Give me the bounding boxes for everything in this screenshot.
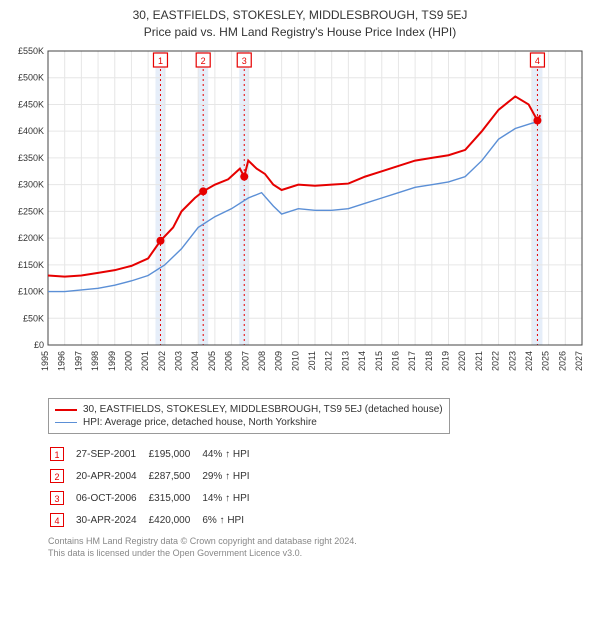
x-tick-label: 2017 xyxy=(407,351,417,371)
sale-row-delta: 6% ↑ HPI xyxy=(202,510,259,530)
sale-row-delta: 44% ↑ HPI xyxy=(202,444,259,464)
y-tick-label: £500K xyxy=(18,73,44,83)
legend: 30, EASTFIELDS, STOKESLEY, MIDDLESBROUGH… xyxy=(48,398,450,434)
x-tick-label: 1995 xyxy=(40,351,50,371)
sale-marker-number: 4 xyxy=(535,56,540,66)
x-tick-label: 2007 xyxy=(240,351,250,371)
y-tick-label: £450K xyxy=(18,99,44,109)
chart-title-subtitle: Price paid vs. HM Land Registry's House … xyxy=(8,25,592,39)
y-tick-label: £350K xyxy=(18,153,44,163)
sale-row-price: £420,000 xyxy=(149,510,201,530)
sale-row-marker-cell: 2 xyxy=(50,466,74,486)
x-tick-label: 2021 xyxy=(474,351,484,371)
x-tick-label: 2002 xyxy=(157,351,167,371)
sale-row-price: £315,000 xyxy=(149,488,201,508)
x-tick-label: 2020 xyxy=(457,351,467,371)
sale-row-marker-cell: 1 xyxy=(50,444,74,464)
x-tick-label: 2022 xyxy=(491,351,501,371)
legend-item: 30, EASTFIELDS, STOKESLEY, MIDDLESBROUGH… xyxy=(55,403,443,416)
y-tick-label: £100K xyxy=(18,287,44,297)
sale-row-price: £195,000 xyxy=(149,444,201,464)
table-row: 2 20-APR-2004£287,50029% ↑ HPI xyxy=(50,466,260,486)
chart-plot: £0 £50K £100K £150K £200K £250K £300K £350K £400… xyxy=(8,45,592,390)
line-chart-svg: £0 £50K £100K £150K £200K £250K £300K £350K £400… xyxy=(8,45,592,385)
y-tick-label: £550K xyxy=(18,46,44,56)
sale-row-date: 27-SEP-2001 xyxy=(76,444,147,464)
x-tick-label: 2008 xyxy=(257,351,267,371)
sale-row-marker: 2 xyxy=(50,469,64,483)
legend-label: 30, EASTFIELDS, STOKESLEY, MIDDLESBROUGH… xyxy=(83,404,443,415)
x-tick-label: 2000 xyxy=(123,351,133,371)
footer-line1: Contains HM Land Registry data © Crown c… xyxy=(48,536,592,548)
legend-item: HPI: Average price, detached house, Nort… xyxy=(55,416,443,429)
y-tick-label: £400K xyxy=(18,126,44,136)
x-tick-label: 2024 xyxy=(524,351,534,371)
x-tick-label: 2027 xyxy=(574,351,584,371)
x-tick-label: 1999 xyxy=(107,351,117,371)
table-row: 4 30-APR-2024£420,0006% ↑ HPI xyxy=(50,510,260,530)
legend-swatch xyxy=(55,422,77,423)
legend-swatch xyxy=(55,409,77,411)
sale-row-date: 06-OCT-2006 xyxy=(76,488,147,508)
x-tick-label: 2026 xyxy=(557,351,567,371)
footer-line2: This data is licensed under the Open Gov… xyxy=(48,548,592,560)
sale-point xyxy=(533,116,541,124)
sale-row-date: 20-APR-2004 xyxy=(76,466,147,486)
x-tick-label: 2019 xyxy=(441,351,451,371)
table-row: 3 06-OCT-2006£315,00014% ↑ HPI xyxy=(50,488,260,508)
sales-table: 1 27-SEP-2001£195,00044% ↑ HPI 2 20-APR-200… xyxy=(48,442,262,532)
x-tick-label: 2013 xyxy=(340,351,350,371)
x-tick-label: 2006 xyxy=(224,351,234,371)
x-tick-label: 2009 xyxy=(274,351,284,371)
y-tick-label: £250K xyxy=(18,206,44,216)
x-tick-label: 2015 xyxy=(374,351,384,371)
y-tick-label: £200K xyxy=(18,233,44,243)
x-tick-label: 2005 xyxy=(207,351,217,371)
y-tick-label: £300K xyxy=(18,180,44,190)
sale-row-delta: 29% ↑ HPI xyxy=(202,466,259,486)
sale-marker-number: 3 xyxy=(242,56,247,66)
x-tick-label: 2025 xyxy=(541,351,551,371)
y-tick-label: £50K xyxy=(23,313,44,323)
chart-title-address: 30, EASTFIELDS, STOKESLEY, MIDDLESBROUGH… xyxy=(8,8,592,22)
x-tick-label: 2010 xyxy=(290,351,300,371)
sale-row-marker: 1 xyxy=(50,447,64,461)
x-tick-label: 2016 xyxy=(390,351,400,371)
sale-point xyxy=(199,187,207,195)
x-tick-label: 2001 xyxy=(140,351,150,371)
x-tick-label: 1997 xyxy=(73,351,83,371)
x-tick-label: 2004 xyxy=(190,351,200,371)
x-tick-label: 2018 xyxy=(424,351,434,371)
legend-label: HPI: Average price, detached house, Nort… xyxy=(83,417,317,428)
sale-point xyxy=(240,173,248,181)
x-tick-label: 2003 xyxy=(174,351,184,371)
x-tick-label: 2023 xyxy=(507,351,517,371)
x-tick-label: 2011 xyxy=(307,351,317,370)
chart-container: 30, EASTFIELDS, STOKESLEY, MIDDLESBROUGH… xyxy=(0,0,600,565)
sale-marker-number: 1 xyxy=(158,56,163,66)
footer-attribution: Contains HM Land Registry data © Crown c… xyxy=(48,536,592,559)
y-tick-label: £150K xyxy=(18,260,44,270)
sale-row-marker-cell: 4 xyxy=(50,510,74,530)
sale-row-delta: 14% ↑ HPI xyxy=(202,488,259,508)
sale-row-marker: 4 xyxy=(50,513,64,527)
y-tick-label: £0 xyxy=(34,340,44,350)
x-tick-label: 1996 xyxy=(57,351,67,371)
x-tick-label: 2014 xyxy=(357,351,367,371)
sale-marker-number: 2 xyxy=(201,56,206,66)
sale-row-marker-cell: 3 xyxy=(50,488,74,508)
x-tick-label: 1998 xyxy=(90,351,100,371)
table-row: 1 27-SEP-2001£195,00044% ↑ HPI xyxy=(50,444,260,464)
x-tick-label: 2012 xyxy=(324,351,334,371)
sale-point xyxy=(156,237,164,245)
sale-row-marker: 3 xyxy=(50,491,64,505)
sale-row-date: 30-APR-2024 xyxy=(76,510,147,530)
sale-row-price: £287,500 xyxy=(149,466,201,486)
